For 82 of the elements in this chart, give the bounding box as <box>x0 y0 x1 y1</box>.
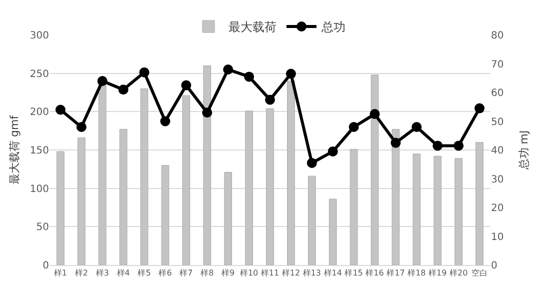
point <box>223 64 234 74</box>
bar <box>370 74 379 265</box>
bar <box>392 129 400 265</box>
x-tick-label: 样16 <box>366 268 384 278</box>
x-tick-label: 样8 <box>200 268 214 278</box>
point <box>286 68 296 79</box>
bar <box>350 148 358 265</box>
point <box>118 84 128 95</box>
bar <box>203 65 212 265</box>
legend-label: 总功 <box>320 20 346 34</box>
y-tick-label: 250 <box>30 68 49 80</box>
bar <box>56 151 64 265</box>
x-tick-label: 样19 <box>428 268 447 278</box>
bar <box>161 165 170 265</box>
point <box>370 109 380 120</box>
point <box>202 108 212 118</box>
x-tick-label: 样1 <box>54 268 68 278</box>
point <box>244 72 254 82</box>
x-tick-label: 样18 <box>408 268 426 278</box>
bar <box>434 156 442 265</box>
point <box>139 67 150 78</box>
y2-tick-label: 20 <box>491 203 504 214</box>
bar <box>224 172 232 265</box>
y-tick-label: 150 <box>30 146 49 156</box>
point <box>181 80 192 90</box>
y2-axis-title: 总功 mJ <box>518 130 530 171</box>
x-tick-label: 样5 <box>138 268 151 278</box>
point <box>265 94 275 105</box>
point <box>454 140 464 151</box>
point <box>348 122 359 132</box>
x-tick-label: 样7 <box>180 268 193 278</box>
y2-tick-label: 70 <box>491 59 504 70</box>
x-tick-label: 样14 <box>324 268 342 278</box>
x-tick-label: 空白 <box>472 268 488 278</box>
point <box>474 103 485 114</box>
bar <box>266 108 274 265</box>
y2-tick-label: 0 <box>491 260 498 272</box>
x-tick-label: 样6 <box>158 268 172 278</box>
legend-label: 最大载荷 <box>228 20 276 34</box>
x-tick-label: 样3 <box>96 268 109 278</box>
x-tick-label: 样11 <box>260 268 280 278</box>
point <box>55 104 66 115</box>
y2-tick-label: 10 <box>491 232 504 243</box>
point <box>76 122 86 132</box>
point <box>432 140 443 151</box>
x-tick-label: 样20 <box>449 268 468 278</box>
y2-tick-label: 40 <box>491 146 504 156</box>
y-tick-label: 0 <box>42 260 49 272</box>
y2-tick-label: 80 <box>491 30 504 42</box>
bar <box>476 142 484 265</box>
bar <box>287 80 295 265</box>
point <box>160 116 170 126</box>
y2-tick-label: 60 <box>491 88 504 99</box>
x-tick-label: 样17 <box>386 268 405 278</box>
point <box>306 158 317 168</box>
bar <box>328 198 337 265</box>
bar <box>78 137 86 265</box>
bar <box>245 110 253 265</box>
y-tick-label: 50 <box>36 222 49 234</box>
x-tick-label: 样12 <box>282 268 300 278</box>
x-tick-label: 样15 <box>344 268 363 278</box>
point <box>412 122 422 132</box>
point <box>390 138 401 148</box>
y-axis-title: 最大载荷 gmf <box>8 114 21 185</box>
bar <box>308 176 316 265</box>
x-tick-label: 样4 <box>116 268 130 278</box>
y2-tick-label: 30 <box>491 174 504 186</box>
x-tick-label: 样10 <box>240 268 258 278</box>
x-tick-label: 样2 <box>74 268 88 278</box>
bar <box>119 129 128 265</box>
y-tick-label: 100 <box>30 184 49 195</box>
y-tick-label: 300 <box>30 30 49 42</box>
x-tick-label: 样9 <box>222 268 235 278</box>
bar <box>182 95 190 265</box>
y-tick-label: 200 <box>30 107 49 118</box>
bar <box>140 88 148 265</box>
bar <box>454 158 462 265</box>
bar <box>412 154 421 265</box>
point <box>97 76 108 86</box>
y2-tick-label: 50 <box>491 116 504 128</box>
point <box>328 146 338 156</box>
x-tick-label: 样13 <box>302 268 321 278</box>
